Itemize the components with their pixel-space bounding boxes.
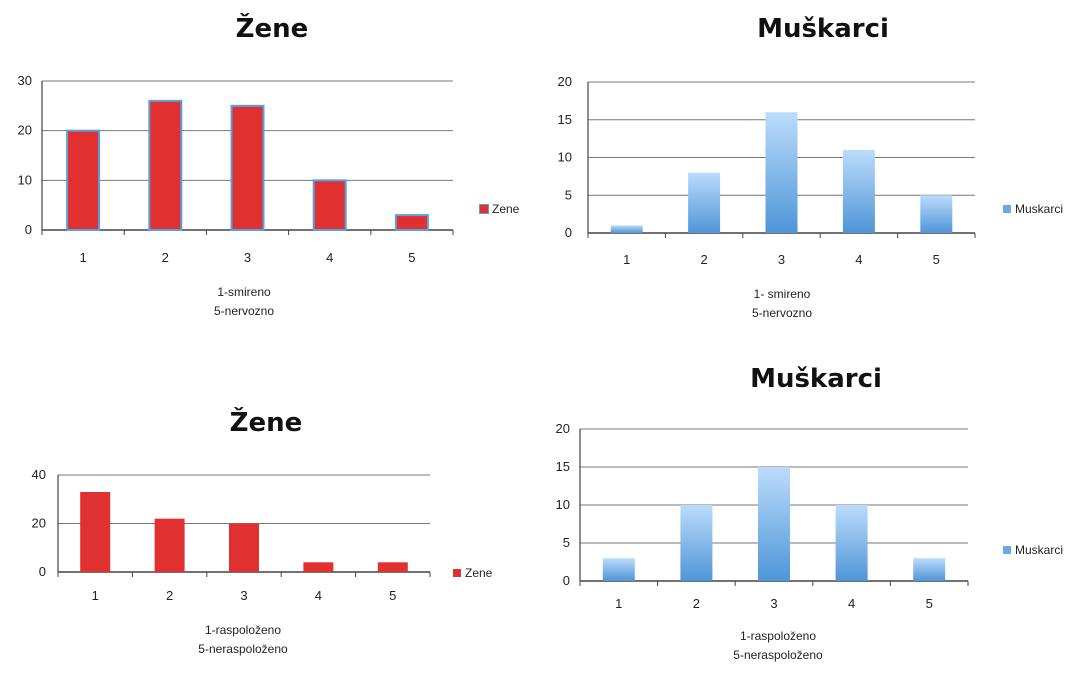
x-axis-label-line-1: 1-raspoloženo <box>204 623 282 637</box>
legend-label: Muskarci <box>1015 202 1064 216</box>
chart-plot: 0 5 10 15 20 1 2 3 4 5 <box>558 74 976 267</box>
y-tick-label: 20 <box>556 421 570 436</box>
legend-swatch <box>480 205 488 213</box>
bar-5 <box>913 558 946 581</box>
x-axis-label-line-2: 5-neraspoloženo <box>733 648 823 662</box>
legend-label: Zene <box>492 202 520 216</box>
legend: Zene <box>453 566 492 580</box>
chart-zene-raspolozeno: Žene 0 20 40 1 2 3 4 5 1-raspoloženo 5-neraspol… <box>0 340 540 673</box>
x-tick-label: 3 <box>770 596 777 611</box>
x-tick-label: 2 <box>162 250 169 265</box>
legend-swatch <box>453 569 461 577</box>
x-axis-label-line-2: 5-nervozno <box>751 306 813 320</box>
bar-3 <box>765 112 798 233</box>
y-tick-label: 15 <box>556 459 570 474</box>
bar-2 <box>154 518 185 572</box>
bar-2 <box>148 99 183 231</box>
x-tick-label: 5 <box>408 250 415 265</box>
x-tick-label: 4 <box>315 588 322 603</box>
y-tick-label: 20 <box>32 516 46 531</box>
x-axis-label: 1-smireno 5-nervozno <box>214 283 274 321</box>
bar-1 <box>610 225 643 233</box>
bar-4 <box>835 505 868 581</box>
y-tick-label: 5 <box>565 187 572 202</box>
x-axis-label-line-2: 5-neraspoloženo <box>198 642 288 656</box>
bar-1 <box>66 129 101 232</box>
legend-label: Zene <box>465 566 493 580</box>
x-axis-label-line-1: 1-raspoloženo <box>739 629 817 643</box>
x-tick-label: 1 <box>79 250 86 265</box>
legend: Muskarci <box>1003 202 1063 216</box>
y-tick-label: 10 <box>558 150 572 165</box>
chart-title: Žene <box>235 14 309 44</box>
y-tick-label: 5 <box>563 535 570 550</box>
chart-plot: 0 5 10 15 20 1 2 3 4 5 <box>556 421 969 611</box>
x-tick-label: 3 <box>244 250 251 265</box>
y-tick-label: 30 <box>18 73 32 88</box>
x-tick-label: 5 <box>926 596 933 611</box>
bar-4 <box>842 149 875 233</box>
chart-title: Žene <box>229 408 303 438</box>
bar-3 <box>229 523 259 572</box>
x-tick-label: 4 <box>326 250 333 265</box>
y-tick-label: 40 <box>32 467 46 482</box>
legend-swatch <box>1003 546 1011 554</box>
bar-3 <box>758 467 790 581</box>
bar-3 <box>230 104 265 231</box>
x-axis-label-line-2: 5-nervozno <box>213 304 275 318</box>
bar-1 <box>80 491 111 572</box>
x-tick-label: 3 <box>240 588 247 603</box>
bar-2 <box>680 505 713 581</box>
chart-plot: 0 20 40 1 2 3 4 5 <box>32 467 431 603</box>
y-tick-label: 10 <box>556 497 570 512</box>
y-tick-label: 20 <box>18 123 32 138</box>
legend-label: Muskarci <box>1015 543 1064 557</box>
chart-title: Muškarci <box>750 364 882 394</box>
x-tick-label: 1 <box>615 596 622 611</box>
chart-muskarci-nervozno: Muškarci 0 5 10 15 20 1 2 3 4 5 1- smireno 5-nerv… <box>540 0 1081 340</box>
bar-5 <box>377 562 408 572</box>
x-tick-label: 2 <box>700 252 707 267</box>
y-tick-label: 0 <box>25 222 32 237</box>
bar-4 <box>312 179 347 231</box>
chart-zene-nervozno: Žene 0 10 20 30 1 2 3 4 5 1-smireno 5-nervozno Z… <box>0 0 540 340</box>
chart-muskarci-raspolozeno: Muškarci 0 5 10 15 20 1 2 3 4 5 1-raspoloženo 5-n… <box>540 340 1081 673</box>
bar-2 <box>688 172 721 233</box>
x-tick-label: 1 <box>623 252 630 267</box>
x-tick-label: 4 <box>848 596 855 611</box>
x-tick-label: 2 <box>693 596 700 611</box>
bar-5 <box>394 214 429 232</box>
bar-5 <box>920 195 953 233</box>
x-tick-label: 5 <box>933 252 940 267</box>
y-tick-label: 20 <box>558 74 572 89</box>
y-tick-label: 0 <box>563 573 570 588</box>
legend-swatch <box>1003 205 1011 213</box>
y-tick-label: 0 <box>565 225 572 240</box>
legend: Zene <box>480 202 519 216</box>
chart-title: Muškarci <box>757 14 889 44</box>
chart-plot: 0 10 20 30 1 2 3 4 5 <box>18 73 454 265</box>
y-tick-label: 0 <box>39 564 46 579</box>
x-axis-label: 1-raspoloženo 5-neraspoloženo <box>198 621 287 659</box>
x-axis-label: 1- smireno 5-nervozno <box>752 285 812 323</box>
bar-4 <box>303 562 334 572</box>
x-tick-label: 5 <box>389 588 396 603</box>
x-axis-label-line-1: 1-smireno <box>217 285 271 299</box>
x-tick-label: 4 <box>855 252 862 267</box>
x-tick-label: 3 <box>778 252 785 267</box>
legend: Muskarci <box>1003 543 1063 557</box>
x-tick-label: 2 <box>166 588 173 603</box>
x-axis-label: 1-raspoloženo 5-neraspoloženo <box>733 627 822 665</box>
y-tick-label: 10 <box>18 172 32 187</box>
x-tick-label: 1 <box>92 588 99 603</box>
bar-1 <box>602 558 635 581</box>
x-axis-label-line-1: 1- smireno <box>753 287 811 301</box>
y-tick-label: 15 <box>558 112 572 127</box>
